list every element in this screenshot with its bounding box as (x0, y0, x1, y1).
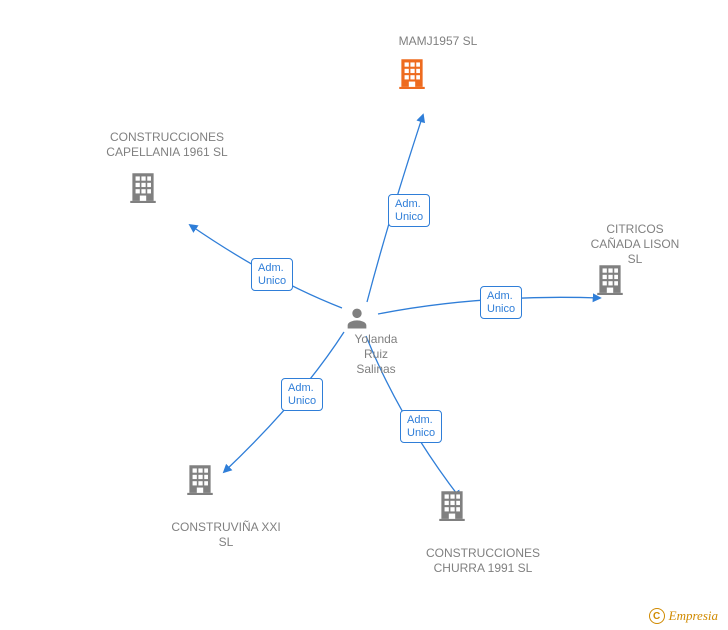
attribution: C Empresia (649, 608, 718, 624)
company-node-label: MAMJ1957 SL (393, 34, 483, 49)
building-icon (183, 461, 217, 499)
edge-label: Adm. Unico (400, 410, 442, 443)
edge-label: Adm. Unico (251, 258, 293, 291)
edge-line (224, 332, 344, 472)
building-icon (435, 487, 469, 525)
edge-label: Adm. Unico (480, 286, 522, 319)
edge-label: Adm. Unico (281, 378, 323, 411)
company-node-label: CITRICOS CAÑADA LISON SL (590, 222, 680, 267)
copyright-icon: C (649, 608, 665, 624)
edge-line (367, 115, 423, 302)
center-node-label: Yolanda Ruiz Salinas (346, 332, 406, 377)
network-diagram: { "type": "network", "background_color":… (0, 0, 728, 630)
attribution-text: Empresia (669, 608, 718, 624)
edge-line (378, 297, 600, 314)
company-node-label: CONSTRUCCIONES CHURRA 1991 SL (408, 546, 558, 576)
company-node-label: CONSTRUVIÑA XXI SL (166, 520, 286, 550)
building-icon (395, 55, 429, 93)
building-icon (126, 169, 160, 207)
company-node-label: CONSTRUCCIONES CAPELLANIA 1961 SL (92, 130, 242, 160)
edge-label: Adm. Unico (388, 194, 430, 227)
edge-line (190, 225, 342, 308)
